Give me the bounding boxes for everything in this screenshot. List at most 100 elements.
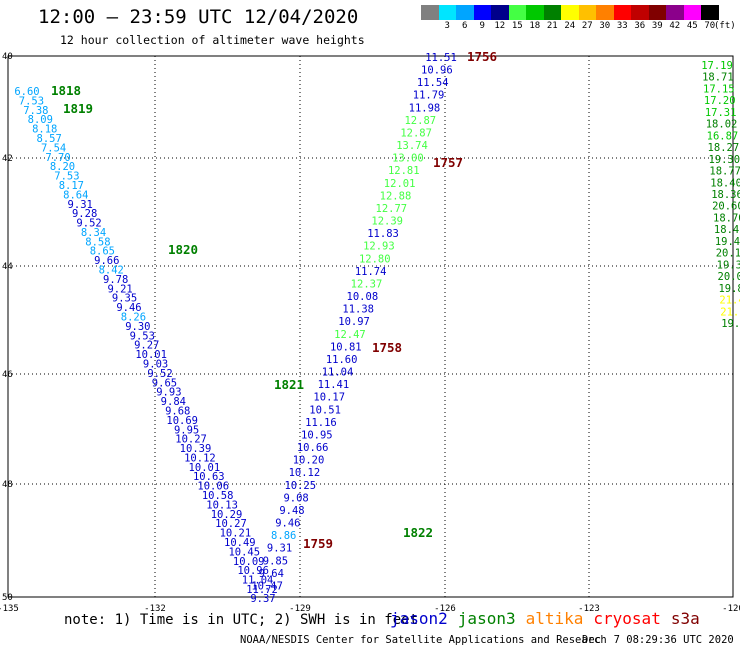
wave-height-label: 10.01 — [135, 349, 167, 361]
wave-height-label: 7.54 — [41, 142, 66, 154]
wave-height-label: 10.13 — [206, 499, 238, 511]
wave-height-label: 10.96 — [421, 65, 453, 77]
wave-height-label: 10.17 — [313, 392, 345, 404]
wave-height-label: 17.31 — [705, 107, 737, 119]
wave-height-label: 12.01 — [384, 178, 416, 190]
wave-height-label: 9.28 — [72, 208, 97, 220]
wave-height-label: 12.39 — [371, 216, 403, 228]
wave-height-label: 16.87 — [707, 130, 739, 142]
legend-swatch — [701, 5, 719, 20]
wave-height-label: 8.26 — [121, 312, 146, 324]
legend-swatch — [596, 5, 614, 20]
wave-height-label: 10.66 — [297, 442, 329, 454]
wave-height-label: 9.03 — [143, 358, 168, 370]
wave-height-label: 9.30 — [125, 321, 150, 333]
wave-height-label: 10.97 — [338, 316, 370, 328]
wave-height-label: 20.60 — [712, 201, 740, 213]
legend-label: 70 — [704, 21, 716, 31]
wave-height-label: 18.02 — [706, 119, 738, 131]
wave-height-label: 10.01 — [189, 462, 221, 474]
wave-height-label: 12.93 — [363, 241, 395, 253]
wave-height-label: 10.69 — [166, 415, 198, 427]
wave-height-label: 12.80 — [359, 253, 391, 265]
wave-height-label: 10.47 — [251, 580, 283, 592]
wave-height-label: 11.74 — [355, 266, 387, 278]
wave-height-label: 21.20 — [720, 306, 740, 318]
time-label: 1756 — [467, 49, 497, 64]
time-label: 1819 — [63, 101, 93, 116]
wave-height-label: 8.18 — [32, 124, 57, 136]
wave-height-label: 10.06 — [197, 481, 229, 493]
lat-tick-label: 48 — [2, 480, 13, 490]
legend-swatch — [438, 5, 456, 20]
wave-height-label: 18.40 — [710, 177, 740, 189]
wave-height-label: 10.21 — [220, 528, 252, 540]
legend-swatch — [508, 5, 526, 20]
lon-tick-label: -129 — [289, 604, 311, 614]
wave-height-label: 9.53 — [130, 330, 155, 342]
lon-tick-label: -132 — [144, 604, 166, 614]
wave-height-label: 9.46 — [116, 302, 141, 314]
color-legend — [421, 5, 719, 20]
wave-height-label: 9.65 — [152, 377, 177, 389]
wave-height-label: 9.27 — [134, 340, 159, 352]
wave-height-label: 19.90 — [721, 318, 740, 330]
wave-height-label: 9.21 — [107, 283, 132, 295]
legend-label: 15 — [511, 21, 523, 31]
time-label: 1820 — [168, 242, 198, 257]
wave-height-label: 10.49 — [224, 537, 256, 549]
wave-height-label: 9.08 — [283, 492, 308, 504]
wave-height-label: 9.48 — [279, 505, 304, 517]
wave-height-label: 9.31 — [267, 543, 292, 555]
legend-label: 42 — [669, 21, 681, 31]
time-label: 1758 — [372, 340, 402, 355]
time-label: 1822 — [403, 525, 433, 540]
satellite-legend: jason2 jason3 altika cryosat s3a — [390, 609, 710, 628]
legend-label: 6 — [462, 21, 468, 31]
wave-height-label: 9.78 — [103, 274, 128, 286]
legend-swatch — [613, 5, 631, 20]
page-title: 12:00 – 23:59 UTC 12/04/2020 — [38, 6, 359, 28]
wave-height-label: 18.45 — [714, 224, 740, 236]
wave-height-label: 7.53 — [54, 171, 79, 183]
legend-label: 30 — [599, 21, 611, 31]
wave-height-label: 10.81 — [330, 341, 362, 353]
wave-height-label: 8.20 — [50, 161, 75, 173]
wave-height-label: 9.37 — [250, 593, 275, 605]
wave-height-label: 17.20 — [704, 95, 736, 107]
legend-swatch — [578, 5, 596, 20]
wave-height-label: 11.41 — [318, 379, 350, 391]
wave-height-label: 18.27 — [708, 142, 740, 154]
wave-height-label: 19.30 — [708, 154, 740, 166]
wave-height-label: 6.60 — [14, 86, 39, 98]
satellite-legend-item: altika — [525, 609, 584, 628]
legend-unit: (ft) — [714, 21, 736, 31]
wave-height-label: 19.80 — [718, 283, 740, 295]
wave-height-label: 11.98 — [409, 102, 441, 114]
wave-height-label: 8.57 — [37, 133, 62, 145]
wave-height-label: 7.38 — [23, 105, 48, 117]
wave-height-label: 9.46 — [275, 518, 300, 530]
wave-height-label: 10.95 — [301, 429, 333, 441]
wave-height-label: 12.87 — [404, 115, 436, 127]
wave-height-label: 18.36 — [711, 189, 740, 201]
lat-tick-label: 50 — [2, 593, 13, 603]
wave-height-label: 9.52 — [147, 368, 172, 380]
time-label: 1757 — [433, 155, 463, 170]
wave-height-label: 12.47 — [334, 329, 366, 341]
legend-label: 33 — [616, 21, 628, 31]
page-subtitle: 12 hour collection of altimeter wave hei… — [60, 33, 365, 47]
wave-height-label: 18.70 — [713, 212, 740, 224]
wave-height-label: 8.86 — [271, 530, 296, 542]
wave-height-label: 13.74 — [396, 140, 428, 152]
wave-height-label: 11.38 — [342, 304, 374, 316]
legend-label: 12 — [494, 21, 506, 31]
wave-height-label: 10.96 — [237, 565, 269, 577]
wave-height-label: 9.68 — [165, 405, 190, 417]
legend-swatch — [683, 5, 701, 20]
wave-height-label: 9.35 — [112, 293, 137, 305]
wave-height-label: 8.09 — [28, 114, 53, 126]
legend-swatch — [491, 5, 509, 20]
wave-height-label: 10.09 — [233, 556, 265, 568]
